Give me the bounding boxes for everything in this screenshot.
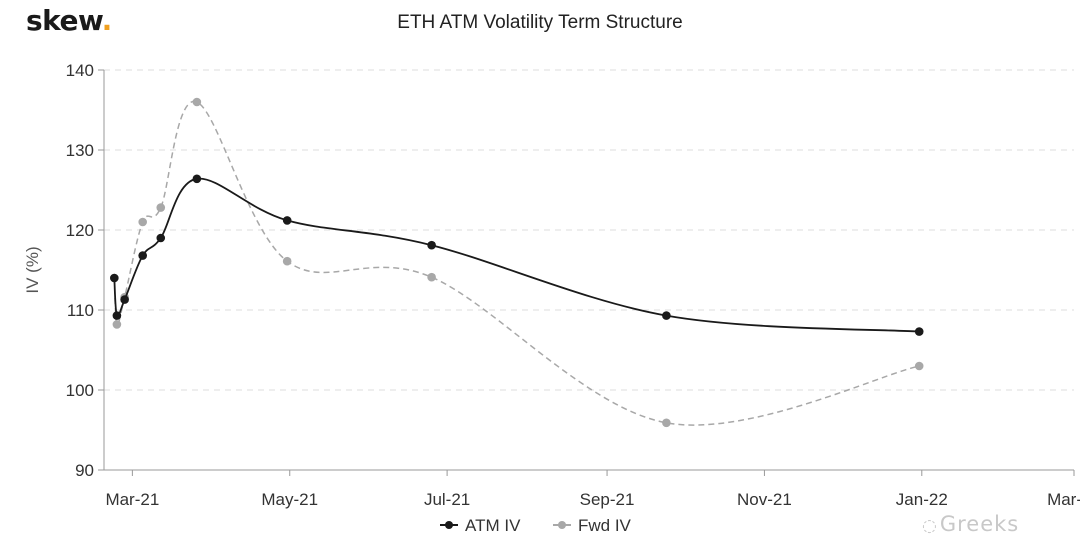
fwd-iv-point: [282, 256, 292, 266]
legend: ATM IV Fwd IV: [440, 516, 632, 535]
atm-iv-point: [156, 233, 166, 243]
fwd-iv-point: [914, 361, 924, 371]
y-tick-label: 100: [66, 381, 94, 400]
fwd-iv-point: [427, 272, 436, 282]
fwd-iv-point: [156, 203, 166, 212]
x-tick-label: Sep-21: [580, 490, 635, 509]
x-tick-label: May-21: [261, 490, 318, 509]
atm-iv-point: [138, 251, 147, 260]
x-tick-label: Nov-21: [737, 490, 792, 509]
atm-iv-line: [113, 177, 920, 333]
atm-iv-point: [282, 216, 292, 225]
x-tick-label: Jul-21: [424, 490, 470, 509]
grid-lines: [104, 69, 1074, 391]
atm-iv-point: [112, 311, 122, 320]
fwd-iv-point: [112, 320, 122, 329]
x-tick-label: Jan-22: [896, 490, 948, 509]
watermark: ◌Greeks: [922, 512, 1019, 536]
atm-iv-point: [914, 327, 924, 336]
atm-iv-point: [192, 174, 202, 184]
fwd-iv-line: [113, 101, 920, 426]
legend-item-fwd-iv: Fwd IV: [578, 516, 632, 535]
fwd-iv-point: [192, 97, 202, 107]
series-layer: [110, 97, 924, 428]
brand-dot: .: [101, 4, 113, 37]
legend-marker-dot: [558, 521, 566, 529]
y-tick-label: 130: [66, 141, 94, 160]
atm-iv-point: [662, 311, 671, 320]
atm-iv-point: [120, 295, 129, 304]
atm-iv-point: [110, 273, 119, 283]
x-tick-label: Mar-22: [1047, 490, 1080, 509]
y-tick-label: 90: [75, 461, 94, 480]
y-axis-label: IV (%): [23, 246, 42, 293]
legend-marker-dot: [445, 521, 453, 529]
chart-title: ETH ATM Volatility Term Structure: [397, 12, 682, 33]
fwd-iv-point: [662, 418, 671, 428]
wechat-icon: ◌: [922, 516, 938, 536]
y-tick-label: 120: [66, 221, 94, 240]
axes: 90 100 110 120 130 140 Mar-21 May-21 Jul-21 Sep-2…: [66, 61, 1080, 509]
watermark-text: Greeks: [939, 512, 1020, 536]
y-tick-label: 140: [66, 61, 94, 80]
fwd-iv-point: [138, 217, 147, 227]
skew-logo: skew.: [26, 4, 112, 37]
x-tick-label: Mar-21: [105, 490, 159, 509]
y-tick-label: 110: [67, 301, 94, 320]
atm-iv-point: [427, 240, 436, 250]
brand-name: skew: [26, 4, 102, 37]
legend-item-atm-iv: ATM IV: [465, 516, 521, 535]
